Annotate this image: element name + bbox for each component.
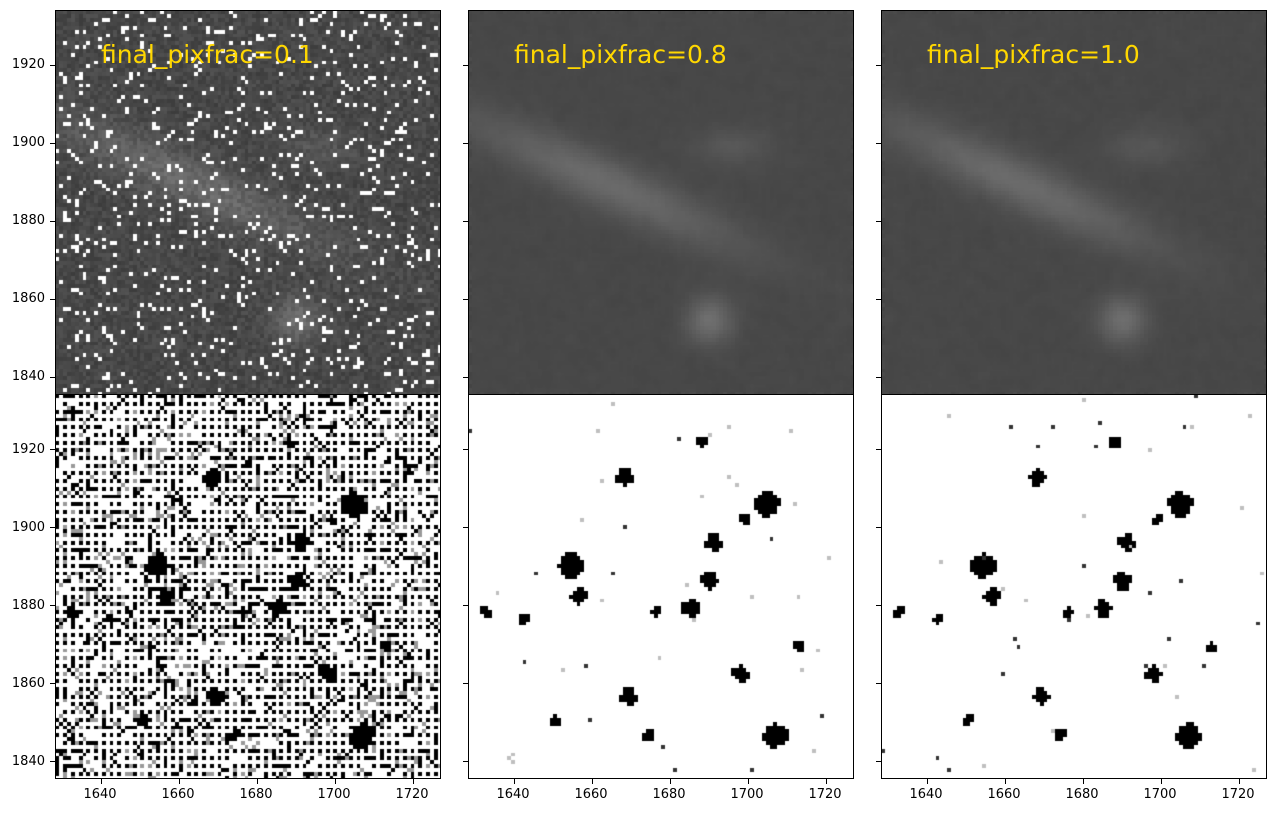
y-tick: [463, 605, 468, 606]
y-tick-label: 1840: [11, 754, 45, 769]
x-tick-label: 1700: [730, 787, 764, 802]
y-tick: [50, 221, 55, 222]
y-tick: [876, 221, 881, 222]
y-tick: [463, 449, 468, 450]
y-tick: [463, 221, 468, 222]
y-tick-label: 1840: [11, 369, 45, 384]
y-tick: [876, 65, 881, 66]
y-tick: [463, 377, 468, 378]
y-tick: [50, 65, 55, 66]
y-tick: [50, 299, 55, 300]
x-tick: [927, 779, 928, 784]
y-tick: [50, 605, 55, 606]
x-tick-label: 1660: [574, 787, 608, 802]
y-tick-label: 1920: [11, 442, 45, 457]
x-tick-label: 1700: [317, 787, 351, 802]
image-panel-pixfrac-0.1: final_pixfrac=0.1: [55, 10, 441, 395]
y-tick: [876, 449, 881, 450]
x-tick-label: 1680: [239, 787, 273, 802]
weight-panel-pixfrac-0.8: [468, 394, 854, 779]
x-tick-label: 1640: [909, 787, 943, 802]
x-tick: [1083, 779, 1084, 784]
y-tick: [876, 761, 881, 762]
y-tick-label: 1880: [11, 598, 45, 613]
x-tick-label: 1640: [83, 787, 117, 802]
x-tick: [670, 779, 671, 784]
x-tick: [413, 779, 414, 784]
y-tick: [50, 527, 55, 528]
x-tick-label: 1660: [161, 787, 195, 802]
x-tick-label: 1720: [395, 787, 429, 802]
x-tick-label: 1720: [808, 787, 842, 802]
y-tick: [463, 683, 468, 684]
x-tick: [101, 779, 102, 784]
y-tick: [876, 377, 881, 378]
weight-image-canvas: [55, 394, 441, 779]
x-tick-label: 1680: [1065, 787, 1099, 802]
y-tick-label: 1920: [11, 57, 45, 72]
x-tick: [1161, 779, 1162, 784]
y-tick-label: 1900: [11, 520, 45, 535]
y-tick: [876, 605, 881, 606]
weight-image-canvas: [468, 394, 854, 779]
y-tick: [463, 65, 468, 66]
weight-panel-pixfrac-0.1: [55, 394, 441, 779]
y-tick: [463, 527, 468, 528]
y-tick: [463, 143, 468, 144]
x-tick: [179, 779, 180, 784]
y-tick: [50, 377, 55, 378]
x-tick: [1239, 779, 1240, 784]
image-panel-pixfrac-1.0: final_pixfrac=1.0: [881, 10, 1267, 395]
x-tick-label: 1660: [987, 787, 1021, 802]
x-tick: [335, 779, 336, 784]
science-image-canvas: [468, 10, 854, 395]
y-tick: [50, 449, 55, 450]
y-tick: [50, 683, 55, 684]
y-tick: [876, 527, 881, 528]
x-tick: [514, 779, 515, 784]
x-tick: [592, 779, 593, 784]
x-tick-label: 1700: [1143, 787, 1177, 802]
y-tick: [463, 761, 468, 762]
x-tick-label: 1680: [652, 787, 686, 802]
image-panel-pixfrac-0.8: final_pixfrac=0.8: [468, 10, 854, 395]
weight-panel-pixfrac-1.0: [881, 394, 1267, 779]
y-tick-label: 1860: [11, 676, 45, 691]
y-tick-label: 1880: [11, 213, 45, 228]
x-tick-label: 1720: [1221, 787, 1255, 802]
y-tick: [876, 143, 881, 144]
x-tick-label: 1640: [496, 787, 530, 802]
y-tick: [463, 299, 468, 300]
y-tick: [876, 683, 881, 684]
x-tick: [1005, 779, 1006, 784]
y-tick: [50, 143, 55, 144]
y-tick: [876, 299, 881, 300]
y-tick: [50, 761, 55, 762]
x-tick: [748, 779, 749, 784]
weight-image-canvas: [881, 394, 1267, 779]
x-tick: [257, 779, 258, 784]
x-tick: [826, 779, 827, 784]
science-image-canvas: [881, 10, 1267, 395]
y-tick-label: 1860: [11, 291, 45, 306]
y-tick-label: 1900: [11, 135, 45, 150]
science-image-canvas: [55, 10, 441, 395]
